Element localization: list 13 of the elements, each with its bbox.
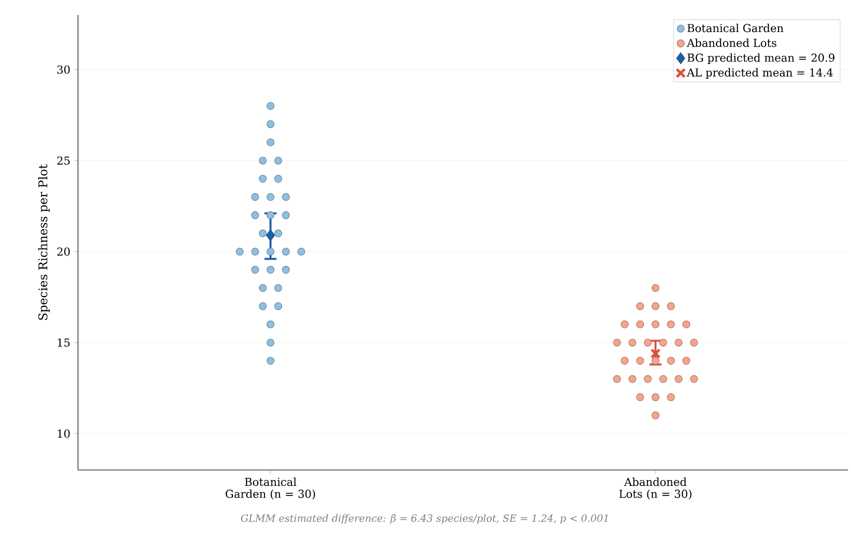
y-tick-label: 20 [57, 247, 70, 256]
legend-label: Botanical Garden [687, 24, 784, 32]
text: GLMM estimated difference: β = 6.43 species/plot, SE = 1.24, p < 0.001 [241, 514, 608, 524]
y-tick-label: 15 [58, 338, 70, 347]
y-tick-label: 25 [57, 156, 70, 165]
x-tick-label: Botanical Garden (n = 30) [226, 478, 316, 500]
legend-label: AL predicted mean = 14.4 [686, 68, 833, 79]
y-axis-title: Species Richness per Plot [38, 164, 50, 320]
y-tick-label: 10 [58, 429, 70, 438]
y-tick-label: 30 [57, 65, 70, 74]
legend-label: Abandoned Lots [686, 38, 776, 48]
x-tick-label: Abandoned Lots (n = 30) [619, 478, 692, 500]
legend-label: BG predicted mean = 20.9 [687, 53, 834, 64]
